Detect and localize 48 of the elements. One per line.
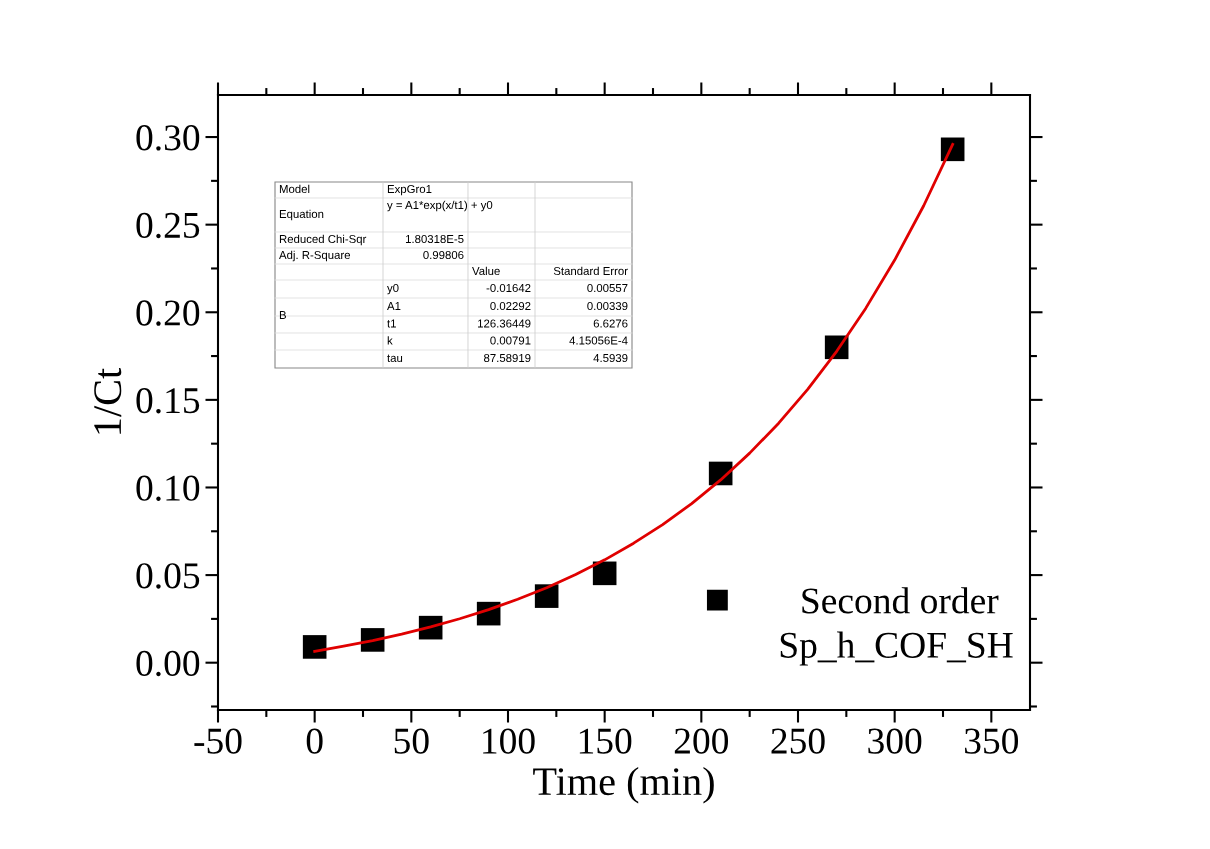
annotation: 126.36449 <box>478 319 531 328</box>
x-tick-label: 250 <box>771 728 825 754</box>
annotation: Value <box>472 266 500 276</box>
x-tick-label: -50 <box>194 728 242 754</box>
y-tick-label: 0.20 <box>136 300 200 326</box>
annotation: 87.58919 <box>484 353 531 363</box>
annotation: Sp_h_COF_SH <box>780 631 1013 666</box>
annotation: k <box>387 336 393 345</box>
y-tick-label: 0.05 <box>136 563 200 589</box>
y-tick-label: 0.15 <box>136 387 200 414</box>
annotation: 0.00791 <box>490 336 531 345</box>
x-tick-label: 100 <box>483 728 535 754</box>
annotation: -0.01642 <box>486 283 531 293</box>
annotation: 4.15056E-4 <box>569 336 628 345</box>
annotation: 0.00557 <box>587 283 628 293</box>
x-tick-label: 350 <box>965 728 1019 754</box>
annotation: t1 <box>387 319 396 328</box>
y-tick-label: 0.00 <box>136 650 200 677</box>
annotation: Reduced Chi-Sqr <box>279 234 367 246</box>
x-tick-label: 150 <box>579 728 632 754</box>
annotation: 4.5939 <box>593 353 628 363</box>
annotation: 0.99806 <box>423 250 464 260</box>
legend-label: Second order <box>802 587 999 614</box>
annotation: Standard Error <box>553 266 628 276</box>
annotation: y = A1*exp(x/t1) + y0 <box>387 200 493 212</box>
point <box>302 635 327 659</box>
x-axis-title: Time (min) <box>533 766 714 804</box>
annotation: Equation <box>279 209 324 221</box>
annotation: A1 <box>387 302 401 310</box>
annotation: 0.02292 <box>490 301 531 311</box>
x-tick-label: 300 <box>868 728 922 754</box>
y-tick-label: 0.30 <box>136 125 200 151</box>
annotation: B <box>279 311 286 319</box>
annotation: 1.80318E-5 <box>405 234 464 244</box>
annotation: ExpGro1 <box>387 184 432 196</box>
annotation: Adj. R-Square <box>279 250 351 262</box>
annotation: Model <box>279 184 310 194</box>
y-tick-label: 0.10 <box>136 475 200 502</box>
annotation: 6.6276 <box>593 319 628 328</box>
annotation: 0.00339 <box>587 301 628 311</box>
annotation: y0 <box>387 283 399 295</box>
y-tick-label: 0.25 <box>136 212 200 239</box>
y-axis-title: 1/Ct <box>94 368 122 434</box>
x-tick-label: 200 <box>674 728 729 754</box>
x-tick-label: 0 <box>306 728 323 754</box>
annotation: tau <box>387 354 403 363</box>
point <box>592 561 617 586</box>
x-tick-label: 50 <box>394 728 429 754</box>
